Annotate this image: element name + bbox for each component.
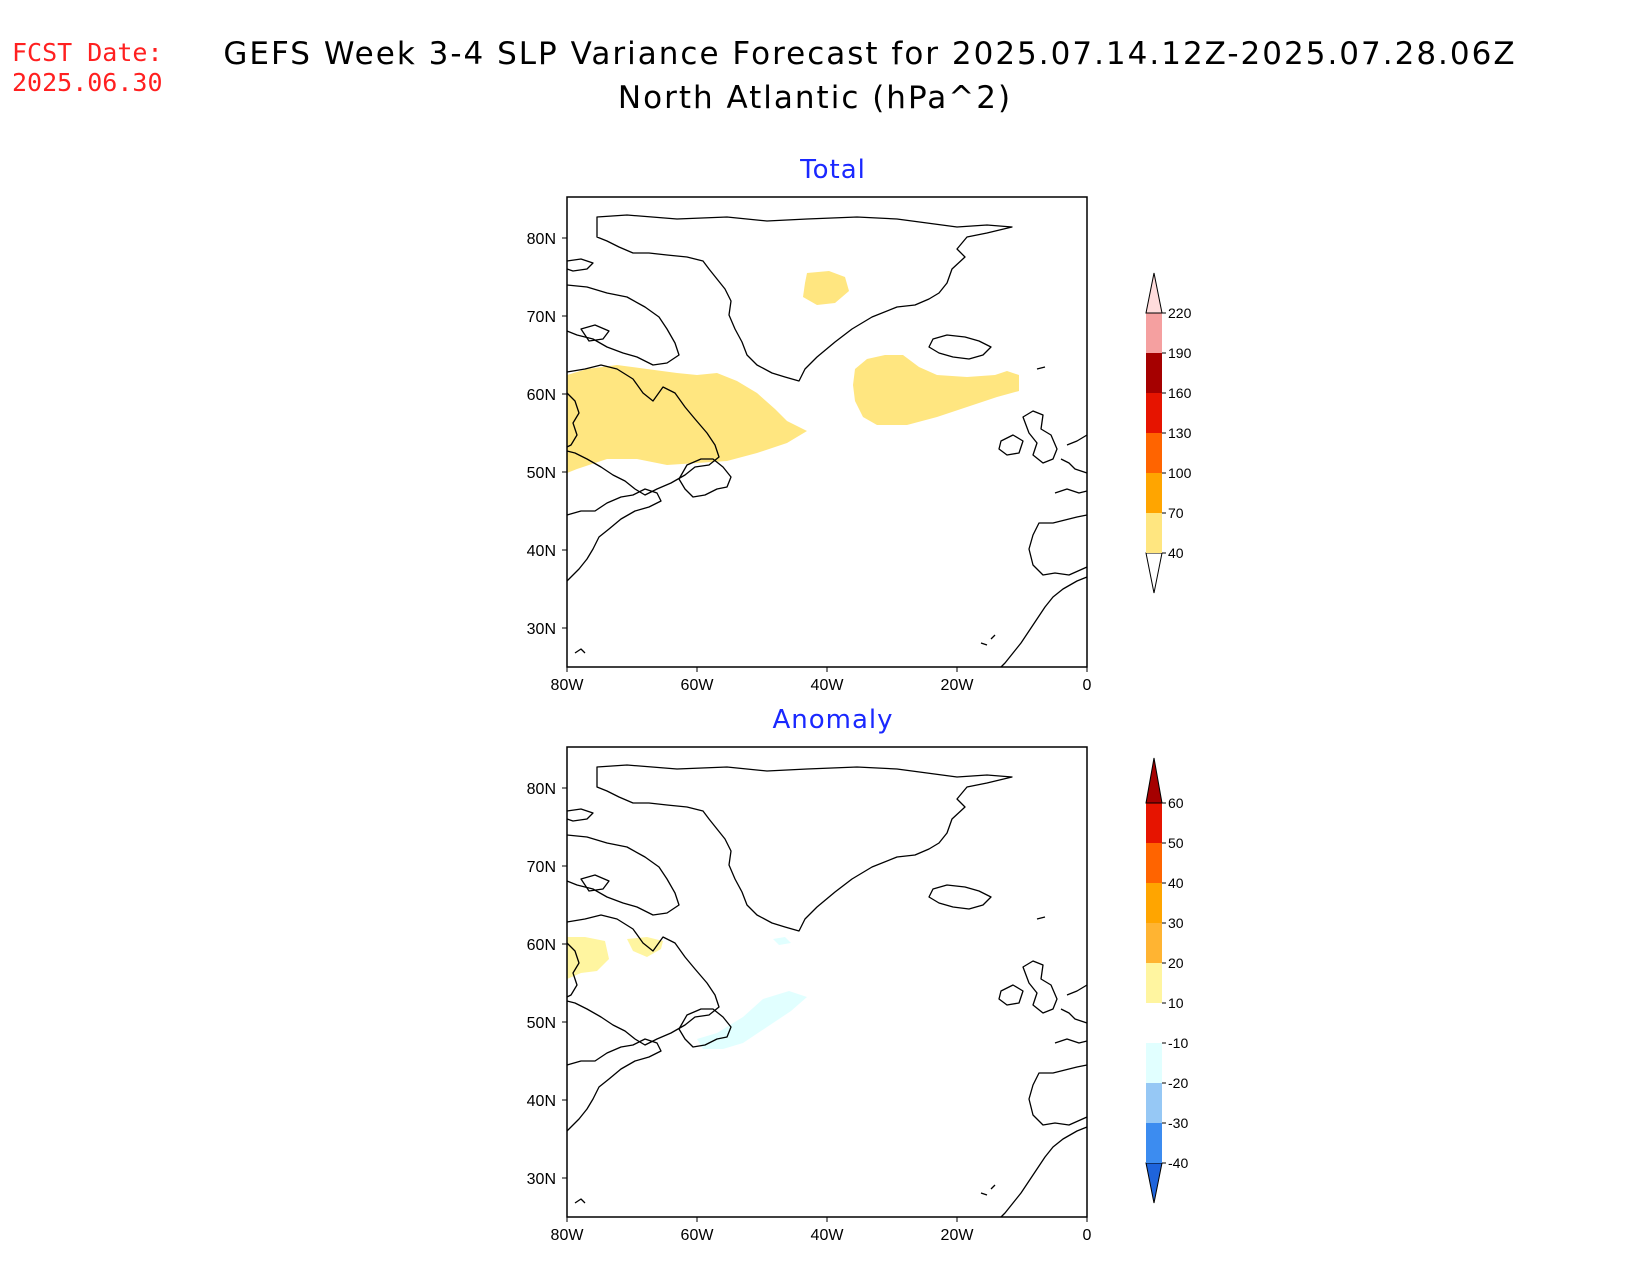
colorbar-total-swatch-130	[1146, 393, 1162, 433]
y-tick-60n: 60N	[527, 937, 556, 954]
colorbar-total-arrow-low	[1145, 552, 1163, 594]
colorbar-total-swatch-160	[1146, 353, 1162, 393]
colorbar-total-swatch-40	[1146, 513, 1162, 553]
colorbar-anomaly-swatch-m30	[1146, 1083, 1162, 1123]
x-tick-20w: 20W	[941, 677, 975, 694]
colorbar-anomaly-label-20: 20	[1168, 955, 1184, 971]
colorbar-anomaly-label-30: 30	[1168, 915, 1184, 931]
x-tick-20w: 20W	[941, 1227, 975, 1244]
colorbar-total-swatch-190	[1146, 313, 1162, 353]
colorbar-total-label-70: 70	[1168, 505, 1184, 521]
panel-total: Total 80N 70N 60N 50N 40N 30N 80W 60W 40…	[527, 155, 1192, 694]
colorbar-total-label-130: 130	[1168, 425, 1192, 441]
colorbar-anomaly-swatch-50	[1146, 803, 1162, 843]
x-tick-80w: 80W	[551, 1227, 585, 1244]
y-tick-80n: 80N	[527, 781, 556, 798]
map-total	[566, 196, 1088, 668]
colorbar-anomaly-label-m30: -30	[1168, 1115, 1188, 1131]
colorbar-anomaly-swatch-10	[1146, 963, 1162, 1003]
colorbar-total-label-100: 100	[1168, 465, 1192, 481]
colorbar-total-swatch-100	[1146, 433, 1162, 473]
x-tick-60w: 60W	[681, 1227, 715, 1244]
colorbar-anomaly-swatch-m20	[1146, 1043, 1162, 1083]
y-tick-30n: 30N	[527, 1171, 556, 1188]
title-line-2: North Atlantic (hPa^2)	[617, 80, 1013, 116]
y-tick-30n: 30N	[527, 621, 556, 638]
axis-anomaly	[562, 787, 1088, 1222]
y-tick-80n: 80N	[527, 231, 556, 248]
y-tick-70n: 70N	[527, 859, 556, 876]
x-tick-0: 0	[1083, 1227, 1092, 1244]
colorbar-anomaly-swatch-m10	[1146, 1003, 1162, 1043]
y-tick-70n: 70N	[527, 309, 556, 326]
fcst-date-value: 2025.06.30	[12, 68, 163, 97]
map-anomaly	[566, 746, 1088, 1218]
shaded-region-hudson-strait	[567, 937, 609, 979]
shaded-region-greenland-tip	[773, 937, 791, 945]
colorbar-total-label-40: 40	[1168, 545, 1184, 561]
colorbar-anomaly-arrow-low	[1145, 1162, 1163, 1204]
colorbar-total-swatch-70	[1146, 473, 1162, 513]
colorbar-total-label-220: 220	[1168, 305, 1192, 321]
panel-total-title: Total	[799, 155, 866, 185]
colorbar-anomaly-swatch-m40	[1146, 1123, 1162, 1163]
axis-total	[562, 237, 1088, 672]
y-tick-60n: 60N	[527, 387, 556, 404]
x-tick-60w: 60W	[681, 677, 715, 694]
shaded-region-greenland	[803, 271, 849, 305]
colorbar-total-label-160: 160	[1168, 385, 1192, 401]
colorbar-anomaly-label-40: 40	[1168, 875, 1184, 891]
colorbar-total-label-190: 190	[1168, 345, 1192, 361]
colorbar-anomaly: -40 -30 -20 -10 10 20 30 40 50 60	[1145, 757, 1188, 1204]
y-tick-40n: 40N	[527, 543, 556, 560]
map-background	[567, 747, 1087, 1217]
y-tick-40n: 40N	[527, 1093, 556, 1110]
panel-anomaly-title: Anomaly	[772, 705, 893, 735]
x-tick-40w: 40W	[811, 1227, 845, 1244]
colorbar-anomaly-label-m10: -10	[1168, 1035, 1188, 1051]
title-line-1: GEFS Week 3-4 SLP Variance Forecast for …	[223, 36, 1517, 72]
colorbar-anomaly-swatch-40	[1146, 843, 1162, 883]
colorbar-anomaly-swatch-30	[1146, 883, 1162, 923]
y-tick-50n: 50N	[527, 465, 556, 482]
shaded-region-ungava	[627, 937, 663, 957]
x-tick-40w: 40W	[811, 677, 845, 694]
x-tick-80w: 80W	[551, 677, 585, 694]
colorbar-anomaly-label-10: 10	[1168, 995, 1184, 1011]
x-tick-0: 0	[1083, 677, 1092, 694]
fcst-date-block: FCST Date: 2025.06.30	[12, 38, 163, 98]
colorbar-anomaly-label-m40: -40	[1168, 1155, 1188, 1171]
colorbar-anomaly-swatch-20	[1146, 923, 1162, 963]
colorbar-anomaly-label-m20: -20	[1168, 1075, 1188, 1091]
panel-anomaly: Anomaly 80N 70N 60N 50N 40N 30N 80W 60W …	[527, 705, 1189, 1244]
y-tick-50n: 50N	[527, 1015, 556, 1032]
shaded-region-newfoundland-southeast	[697, 991, 807, 1049]
colorbar-total-arrow-high	[1145, 272, 1163, 314]
page-title: GEFS Week 3-4 SLP Variance Forecast for …	[170, 32, 1570, 120]
fcst-date-label: FCST Date:	[12, 38, 163, 67]
shaded-region-iceland-south	[853, 355, 1019, 425]
colorbar-anomaly-label-50: 50	[1168, 835, 1184, 851]
colorbar-anomaly-label-60: 60	[1168, 795, 1184, 811]
colorbar-anomaly-arrow-high	[1145, 757, 1163, 804]
shaded-region-labrador	[567, 365, 807, 473]
colorbar-total: 40 70 100 130 160 190 220	[1145, 272, 1192, 594]
